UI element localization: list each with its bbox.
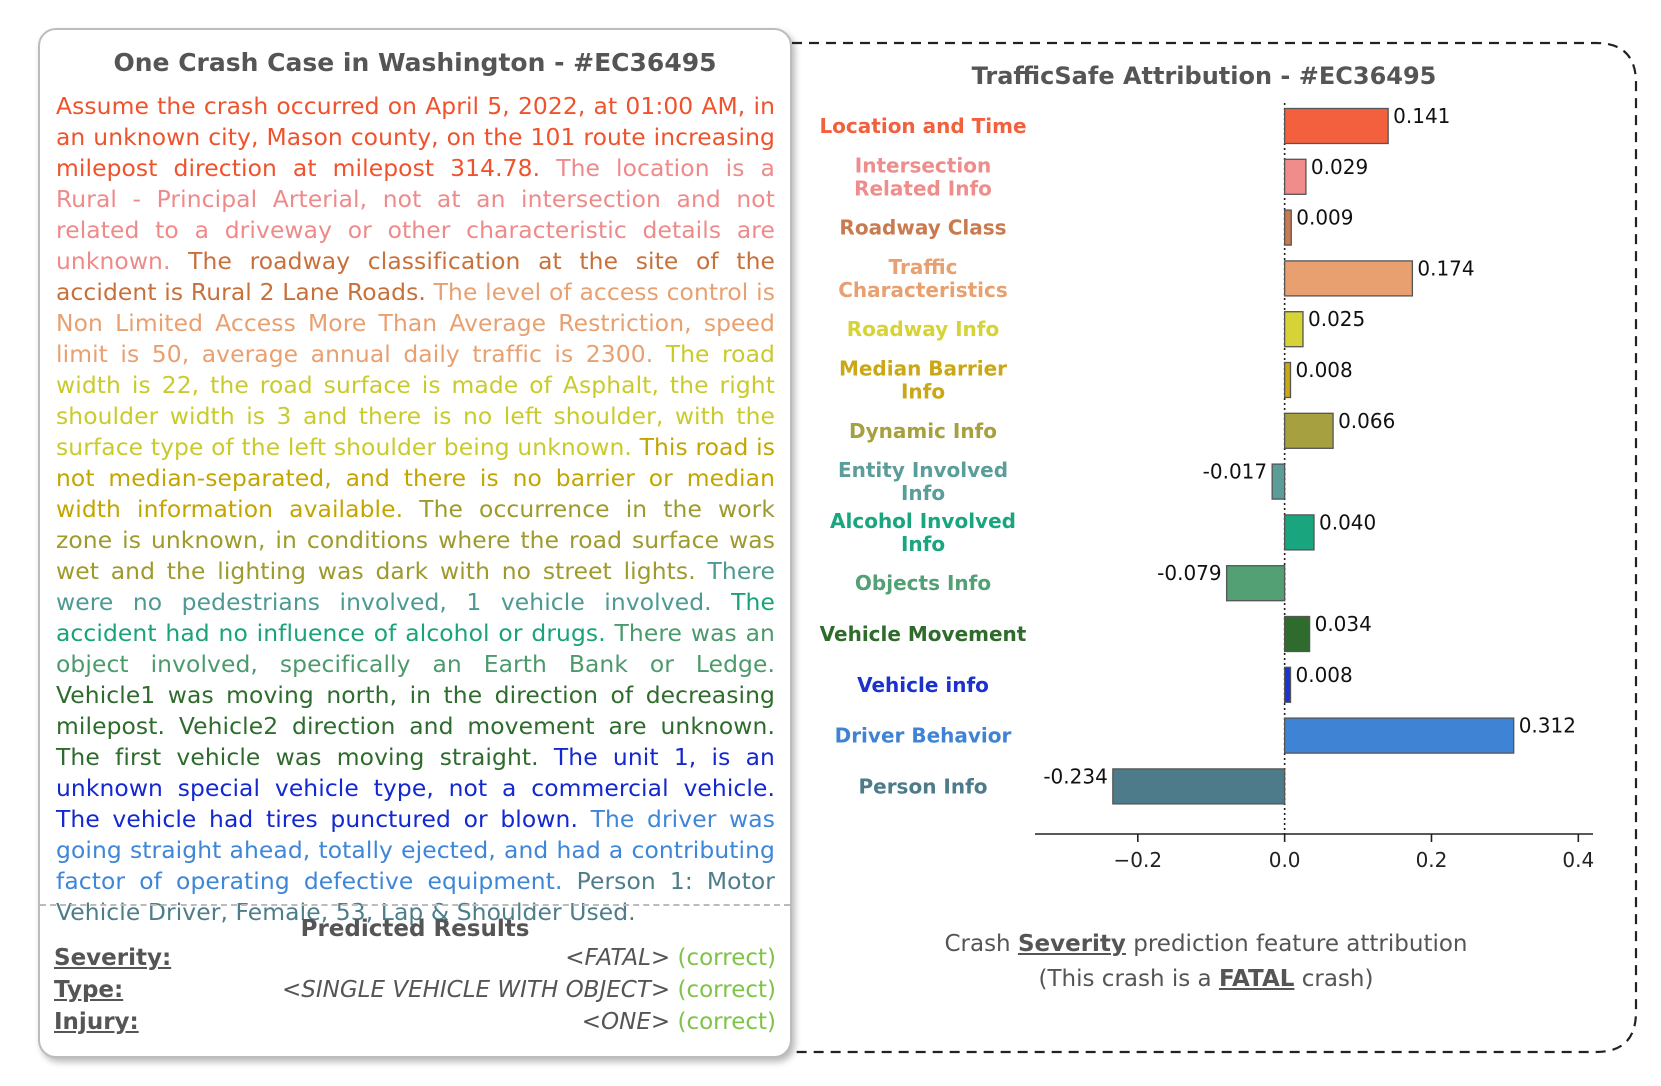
- category-label: Median Barrier Info: [839, 357, 1007, 404]
- predicted-results-title: Predicted Results: [300, 916, 530, 942]
- narrative-segment: This road is not median-separated, and t…: [56, 433, 775, 523]
- category-label: Alcohol Involved Info: [830, 509, 1016, 556]
- category-label: Person Info: [858, 774, 987, 798]
- bar-value-label: 0.008: [1296, 358, 1353, 382]
- bar: [1271, 463, 1286, 500]
- bar-value-label: -0.017: [1203, 460, 1267, 484]
- category-label: Dynamic Info: [849, 419, 997, 443]
- prediction-label: Severity:: [54, 945, 172, 971]
- bar-value-label: -0.234: [1043, 764, 1107, 788]
- category-label: Driver Behavior: [835, 724, 1012, 748]
- chart-title: TrafficSafe Attribution - #EC36495: [972, 62, 1437, 90]
- bar: [1283, 311, 1304, 348]
- narrative-segment: The accident had no influence of alcohol…: [56, 588, 775, 647]
- narrative-segment: The level of access control is Non Limit…: [56, 278, 775, 368]
- chart-caption: Crash Severity prediction feature attrib…: [918, 927, 1494, 997]
- bar-value-label: -0.079: [1157, 561, 1221, 585]
- bar: [1283, 209, 1292, 246]
- prediction-label: Type:: [54, 977, 124, 1003]
- crash-case-title: One Crash Case in Washington - #EC36495: [113, 48, 717, 77]
- bar: [1283, 158, 1307, 195]
- bar: [1112, 768, 1286, 805]
- bar: [1283, 717, 1515, 754]
- prediction-row-severity: Severity: <FATAL> (correct): [54, 945, 776, 979]
- bar: [1283, 107, 1389, 145]
- bar-value-label: 0.009: [1296, 206, 1353, 230]
- bar-value-label: 0.029: [1311, 155, 1368, 179]
- category-label: Objects Info: [855, 571, 991, 595]
- narrative-segment: There was an object involved, specifical…: [56, 619, 775, 678]
- prediction-row-type: Type: <SINGLE VEHICLE WITH OBJECT> (corr…: [54, 977, 776, 1011]
- narrative-segment: The road width is 22, the road surface i…: [56, 340, 775, 461]
- narrative-segment: There were no pedestrians involved, 1 ve…: [56, 557, 775, 616]
- bar-value-label: 0.312: [1519, 714, 1576, 738]
- category-label: Entity Involved Info: [838, 458, 1008, 505]
- narrative-segment: The location is a Rural - Principal Arte…: [56, 154, 775, 275]
- bar: [1283, 615, 1311, 653]
- category-label: Roadway Info: [847, 317, 999, 341]
- category-label: Roadway Class: [839, 216, 1006, 240]
- bar-value-label: 0.066: [1338, 409, 1395, 433]
- crash-case-card: One Crash Case in Washington - #EC36495 …: [38, 28, 792, 1058]
- prediction-label: Injury:: [54, 1009, 139, 1035]
- caption-line-1: Crash Severity prediction feature attrib…: [944, 931, 1468, 957]
- bar-value-label: 0.034: [1315, 612, 1372, 636]
- narrative-segment: Vehicle1 was moving north, in the direct…: [56, 681, 775, 771]
- prediction-row-injury: Injury: <ONE> (correct): [54, 1009, 776, 1043]
- category-label: Intersection Related Info: [854, 153, 992, 200]
- narrative-segment: The unit 1, is an unknown special vehicl…: [56, 743, 775, 833]
- prediction-value: <SINGLE VEHICLE WITH OBJECT> (correct): [282, 977, 776, 1003]
- bar: [1283, 412, 1334, 449]
- narrative-segment: Person 1: Motor Vehicle Driver, Female, …: [56, 867, 775, 926]
- bar-value-label: 0.174: [1417, 256, 1474, 280]
- category-label: Location and Time: [819, 114, 1026, 138]
- bar: [1283, 361, 1292, 399]
- caption-line-2: (This crash is a FATAL crash): [1038, 966, 1374, 992]
- bar-value-label: 0.008: [1296, 663, 1353, 687]
- x-tick-label: −0.2: [1114, 848, 1163, 872]
- category-label: Vehicle info: [857, 673, 989, 697]
- bar: [1225, 565, 1286, 602]
- crash-narrative: Assume the crash occurred on April 5, 20…: [56, 91, 775, 928]
- bar: [1283, 514, 1315, 551]
- narrative-segment: Assume the crash occurred on April 5, 20…: [56, 92, 775, 182]
- category-label: Vehicle Movement: [820, 622, 1027, 646]
- x-tick-label: 0.0: [1269, 848, 1301, 872]
- card-divider: [40, 904, 790, 906]
- prediction-value: <ONE> (correct): [581, 1009, 776, 1035]
- prediction-value: <FATAL> (correct): [565, 945, 776, 971]
- x-tick-label: 0.2: [1416, 848, 1448, 872]
- narrative-segment: The occurrence in the work zone is unkno…: [56, 495, 775, 585]
- bar-value-label: 0.025: [1308, 307, 1365, 331]
- bar: [1283, 666, 1292, 703]
- bar-value-label: 0.040: [1319, 510, 1376, 534]
- bar: [1283, 260, 1414, 297]
- category-label: Traffic Characteristics: [838, 255, 1008, 302]
- x-tick-label: 0.4: [1562, 848, 1594, 872]
- narrative-segment: The roadway classification at the site o…: [56, 247, 775, 306]
- bar-value-label: 0.141: [1393, 104, 1450, 128]
- narrative-segment: The driver was going straight ahead, tot…: [56, 805, 775, 895]
